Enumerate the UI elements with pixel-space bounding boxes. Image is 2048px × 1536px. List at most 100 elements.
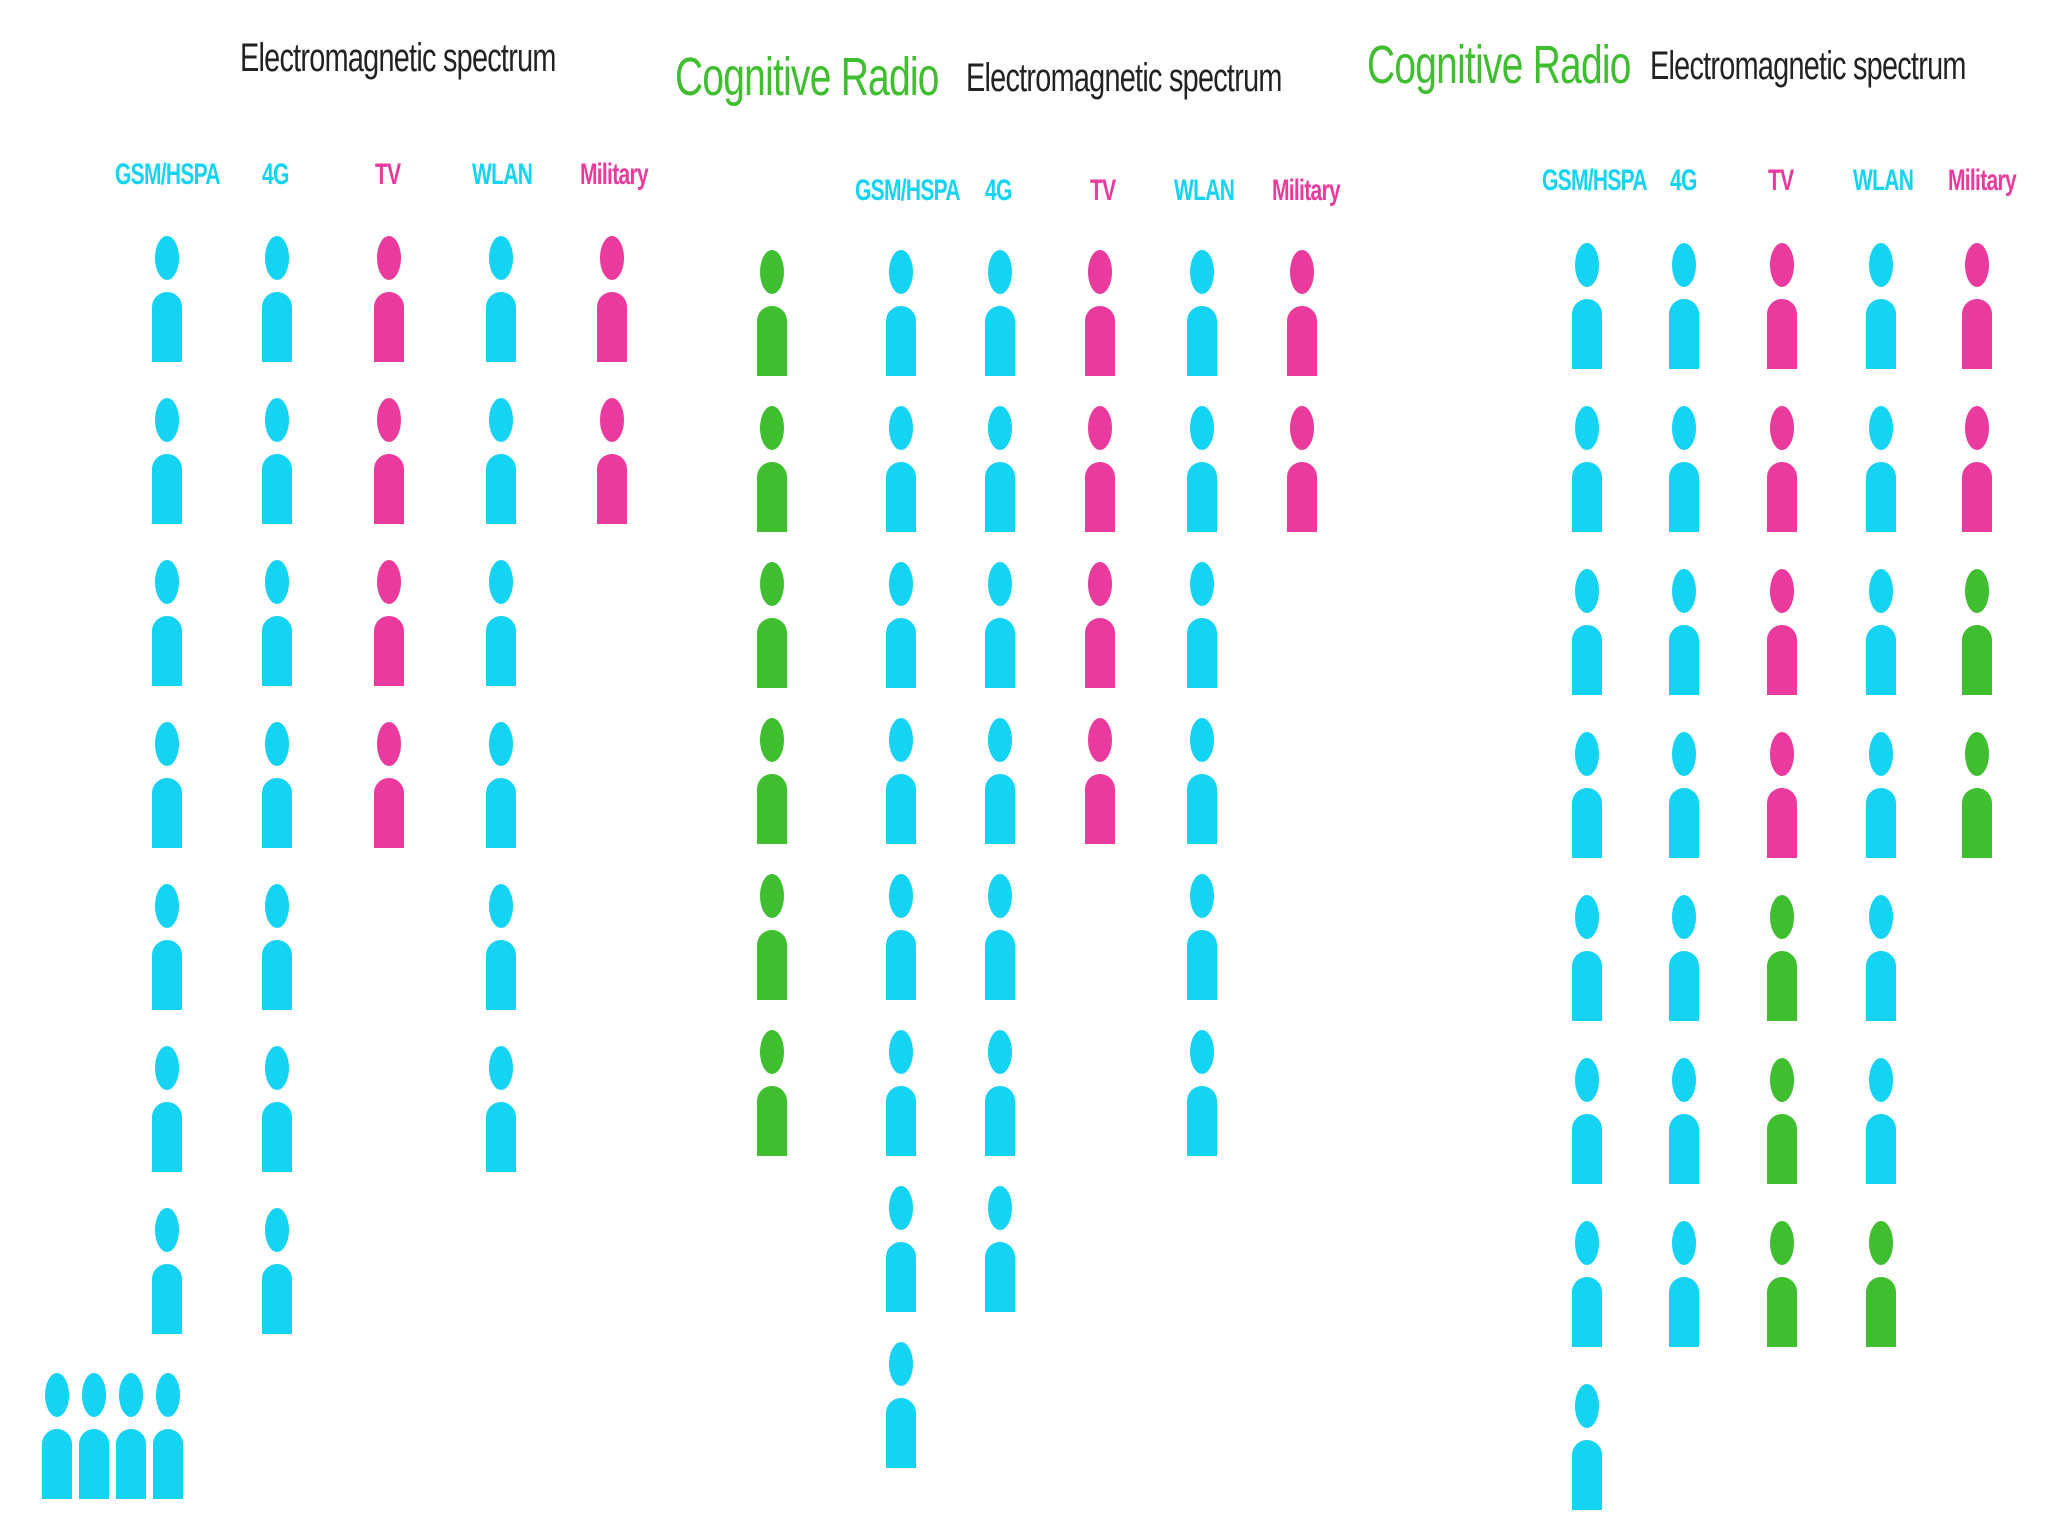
user-icon-primary — [1866, 895, 1896, 1021]
person-head-icon — [1770, 243, 1794, 287]
person-head-icon — [1770, 569, 1794, 613]
user-icon-primary — [1572, 1058, 1602, 1184]
user-icon-tv_military — [1962, 406, 1992, 532]
person-head-icon — [265, 236, 289, 280]
person-body-icon — [1866, 1114, 1896, 1184]
user-icon-primary — [1669, 732, 1699, 858]
panel-2-band-label-gsm: GSM/HSPA — [855, 174, 961, 207]
person-head-icon — [265, 1046, 289, 1090]
person-body-icon — [1572, 1277, 1602, 1347]
person-head-icon — [155, 560, 179, 604]
user-icon-primary — [486, 236, 516, 362]
person-head-icon — [1575, 732, 1599, 776]
waiting-user-icon — [116, 1373, 146, 1499]
person-head-icon — [1869, 1058, 1893, 1102]
person-head-icon — [155, 1208, 179, 1252]
person-body-icon — [1767, 1277, 1797, 1347]
person-head-icon — [889, 406, 913, 450]
panel-1-title: Electromagnetic spectrum — [240, 36, 556, 80]
person-head-icon — [155, 722, 179, 766]
person-body-icon — [262, 778, 292, 848]
user-icon-primary — [262, 398, 292, 524]
user-icon-cognitive — [1767, 895, 1797, 1021]
person-head-icon — [760, 250, 784, 294]
user-icon-primary — [1572, 243, 1602, 369]
person-head-icon — [1770, 1221, 1794, 1265]
person-head-icon — [1088, 406, 1112, 450]
person-body-icon — [152, 1264, 182, 1334]
person-body-icon — [985, 462, 1015, 532]
person-body-icon — [597, 454, 627, 524]
user-icon-primary — [152, 884, 182, 1010]
person-body-icon — [886, 1242, 916, 1312]
user-icon-primary — [1572, 569, 1602, 695]
person-head-icon — [1575, 406, 1599, 450]
person-head-icon — [988, 718, 1012, 762]
person-head-icon — [377, 236, 401, 280]
person-body-icon — [152, 778, 182, 848]
panel-2-cognitive-radio-label: Cognitive Radio — [675, 47, 939, 107]
person-body-icon — [152, 454, 182, 524]
person-head-icon — [1770, 895, 1794, 939]
person-body-icon — [1187, 618, 1217, 688]
person-body-icon — [1669, 788, 1699, 858]
person-head-icon — [82, 1373, 106, 1417]
person-body-icon — [757, 618, 787, 688]
person-body-icon — [42, 1429, 72, 1499]
person-head-icon — [988, 406, 1012, 450]
user-icon-primary — [1187, 406, 1217, 532]
person-body-icon — [757, 1086, 787, 1156]
person-body-icon — [486, 940, 516, 1010]
person-head-icon — [1190, 718, 1214, 762]
person-head-icon — [1575, 1221, 1599, 1265]
person-head-icon — [489, 1046, 513, 1090]
person-body-icon — [1669, 1114, 1699, 1184]
person-body-icon — [1669, 625, 1699, 695]
person-head-icon — [889, 1186, 913, 1230]
user-icon-cognitive — [1767, 1058, 1797, 1184]
person-body-icon — [985, 1242, 1015, 1312]
user-icon-primary — [486, 560, 516, 686]
person-body-icon — [985, 774, 1015, 844]
person-head-icon — [1965, 569, 1989, 613]
person-head-icon — [1965, 406, 1989, 450]
user-icon-tv_military — [1767, 406, 1797, 532]
person-body-icon — [757, 306, 787, 376]
user-icon-tv_military — [1767, 732, 1797, 858]
user-icon-primary — [1669, 569, 1699, 695]
person-head-icon — [1190, 562, 1214, 606]
user-icon-primary — [985, 250, 1015, 376]
person-body-icon — [886, 618, 916, 688]
person-head-icon — [760, 718, 784, 762]
user-icon-cognitive — [1866, 1221, 1896, 1347]
user-icon-primary — [985, 874, 1015, 1000]
person-head-icon — [155, 398, 179, 442]
panel-1-band-label-wlan: WLAN — [472, 158, 533, 191]
user-icon-primary — [1572, 406, 1602, 532]
person-body-icon — [262, 292, 292, 362]
person-body-icon — [1669, 1277, 1699, 1347]
user-icon-primary — [886, 718, 916, 844]
person-body-icon — [262, 1102, 292, 1172]
person-body-icon — [374, 292, 404, 362]
person-head-icon — [760, 406, 784, 450]
person-body-icon — [1187, 774, 1217, 844]
person-body-icon — [886, 774, 916, 844]
person-head-icon — [489, 722, 513, 766]
cognitive-user-icon — [757, 250, 787, 376]
person-head-icon — [600, 398, 624, 442]
person-head-icon — [1290, 406, 1314, 450]
person-head-icon — [1869, 569, 1893, 613]
person-body-icon — [757, 774, 787, 844]
user-icon-tv_military — [1287, 250, 1317, 376]
cognitive-user-icon — [757, 718, 787, 844]
person-head-icon — [760, 1030, 784, 1074]
user-icon-tv_military — [1085, 718, 1115, 844]
person-body-icon — [757, 462, 787, 532]
user-icon-primary — [1572, 895, 1602, 1021]
person-head-icon — [1088, 250, 1112, 294]
user-icon-primary — [152, 236, 182, 362]
person-head-icon — [489, 398, 513, 442]
person-head-icon — [156, 1373, 180, 1417]
user-icon-primary — [262, 1046, 292, 1172]
